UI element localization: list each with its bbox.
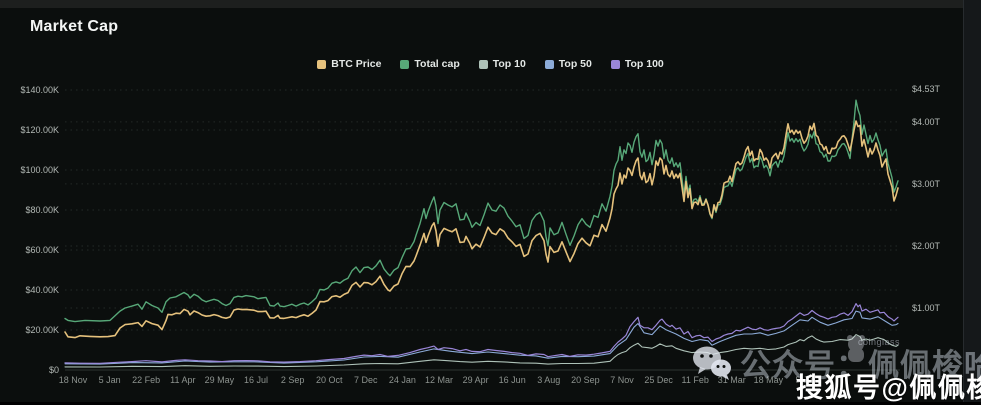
- x-axis-label: 22 Feb: [132, 375, 160, 385]
- y-axis-label-left: $100.00K: [20, 165, 59, 175]
- legend-swatch-top-50: [544, 59, 554, 69]
- x-axis-label: 18 May: [754, 375, 784, 385]
- x-axis-label: 16 Jul: [244, 375, 268, 385]
- x-axis-label: 20 Sep: [571, 375, 600, 385]
- y-axis-label-right: $4.53T: [912, 84, 941, 94]
- y-axis-label-right: $4.00T: [912, 117, 941, 127]
- wechat-watermark: 公众号：佩佩梭哈: [692, 340, 981, 385]
- y-axis-label-left: $80.00K: [25, 205, 59, 215]
- legend-label-total-cap: Total cap: [414, 58, 460, 70]
- x-axis-label: 7 Nov: [610, 375, 634, 385]
- series-btc-price: [64, 120, 899, 339]
- legend-item-btc-price[interactable]: BTC Price: [317, 58, 381, 70]
- y-axis-label-left: $60.00K: [25, 245, 59, 255]
- wechat-watermark-text: 公众号：佩佩梭哈: [740, 348, 981, 383]
- y-axis-label-right: $2.00T: [912, 241, 941, 251]
- coinglass-logo: [847, 335, 865, 362]
- y-axis-label-left: $40.00K: [25, 285, 59, 295]
- x-axis-label: 16 Jun: [499, 375, 526, 385]
- legend-label-btc-price: BTC Price: [331, 58, 382, 70]
- legend-item-top-10[interactable]: Top 10: [478, 58, 526, 70]
- x-axis-label: 5 Jul: [795, 375, 814, 385]
- y-axis-label-left: $0: [49, 365, 59, 375]
- sohu-watermark: 搜狐号@佩佩梭哈: [796, 373, 981, 403]
- legend-item-top-100[interactable]: Top 100: [610, 58, 664, 70]
- x-axis-label: 31 Mar: [718, 375, 746, 385]
- x-axis-label: 11 Feb: [682, 375, 709, 385]
- legend-swatch-btc-price: [317, 59, 327, 69]
- x-axis-label: 29 Apr: [463, 375, 489, 385]
- x-axis-label: 18 Nov: [59, 375, 88, 385]
- window-edge-right: [963, 0, 981, 402]
- x-axis-label: 7 Dec: [354, 375, 378, 385]
- legend-label-top-50: Top 50: [558, 58, 592, 70]
- x-axis-label: 20 Oct: [316, 375, 343, 385]
- page-title: Market Cap: [30, 18, 119, 35]
- coinglass-label: coinglass: [858, 337, 901, 347]
- x-axis-label: 24 Jan: [389, 375, 416, 385]
- legend-label-top-100: Top 100: [624, 58, 664, 70]
- series-top-50: [64, 310, 899, 365]
- y-axis-label-right: $1.00T: [912, 303, 941, 313]
- x-axis-label: 11 Apr: [170, 375, 195, 385]
- x-axis-label: 25 Dec: [644, 375, 673, 385]
- series-top-10: [64, 334, 899, 368]
- legend-label-top-10: Top 10: [492, 58, 526, 70]
- x-axis-label: 5 Jan: [99, 375, 121, 385]
- chart-legend: BTC Price Total cap Top 10 Top 50 Top 100: [0, 58, 981, 70]
- x-axis-label: 29 May: [205, 375, 235, 385]
- y-axis-label-left: $120.00K: [20, 125, 59, 135]
- window-edge-top: [0, 0, 981, 8]
- series-total-cap: [64, 99, 899, 323]
- legend-swatch-top-10: [478, 59, 488, 69]
- legend-swatch-top-100: [610, 59, 620, 69]
- wechat-icon: [693, 346, 731, 380]
- series-top-100: [64, 303, 899, 364]
- x-axis-label: 3 Aug: [537, 375, 560, 385]
- legend-item-top-50[interactable]: Top 50: [544, 58, 592, 70]
- y-axis-label-left: $140.00K: [20, 85, 59, 95]
- y-axis-label-right: $3.00T: [912, 179, 941, 189]
- x-axis-label: 12 Mar: [425, 375, 453, 385]
- y-axis-label-left: $20.00K: [25, 325, 59, 335]
- legend-swatch-total-cap: [400, 59, 410, 69]
- x-axis-label: 2 Sep: [281, 375, 305, 385]
- legend-item-total-cap[interactable]: Total cap: [400, 58, 460, 70]
